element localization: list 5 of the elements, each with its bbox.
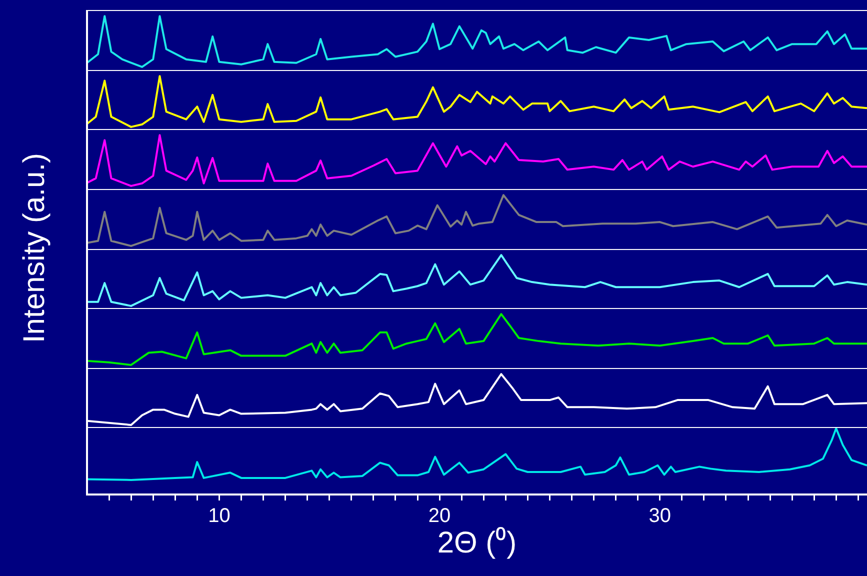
x-axis-title: 2Θ (⁰) bbox=[437, 526, 517, 560]
y-axis-title: Intensity (a.u.) bbox=[18, 152, 52, 344]
x-tick-label: 20 bbox=[428, 505, 451, 528]
x-tick-label: 10 bbox=[208, 505, 230, 528]
x-tick-label: 30 bbox=[648, 505, 672, 528]
